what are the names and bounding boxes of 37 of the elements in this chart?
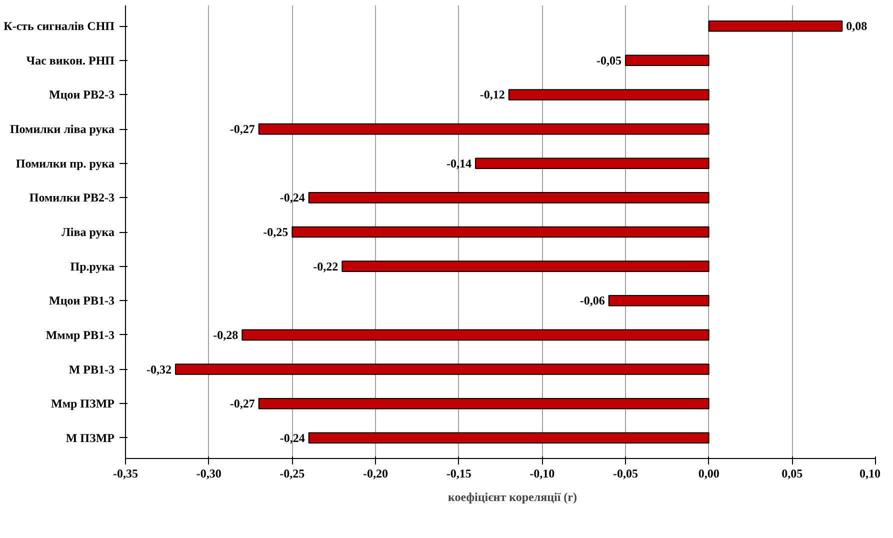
y-tick-label: Ліва рука xyxy=(61,225,115,239)
data-label: -0,06 xyxy=(580,294,605,308)
x-tick-label: 0,10 xyxy=(860,466,880,480)
x-tick-label: 0,00 xyxy=(698,466,720,480)
data-label: -0,22 xyxy=(313,259,338,274)
data-label: -0,14 xyxy=(446,156,472,170)
y-tick-label: Помилки ліва рука xyxy=(10,122,115,136)
y-tick-label: Мммр РВ1-3 xyxy=(46,328,115,342)
y-tick-label: М ПЗМР xyxy=(66,430,115,445)
x-tick-label: -0,20 xyxy=(363,466,388,480)
y-tick-label: Мцои РВ1-3 xyxy=(49,294,114,308)
y-tick-label: Ммр ПЗМР xyxy=(51,396,114,411)
x-tick-label: -0,05 xyxy=(613,466,638,480)
y-tick-label: Мцои РВ2-3 xyxy=(49,88,114,102)
y-tick-label: Пр.рука xyxy=(70,259,115,274)
data-label: -0,32 xyxy=(146,362,172,376)
data-label: -0,24 xyxy=(280,430,305,445)
data-label: -0,27 xyxy=(230,396,255,411)
data-label: 0,08 xyxy=(846,19,868,34)
x-tick-label: -0,25 xyxy=(280,466,305,480)
y-tick-label: Помилки РВ2-3 xyxy=(29,190,115,205)
data-label: -0,05 xyxy=(596,53,622,68)
x-tick-label: 0,05 xyxy=(782,466,803,480)
x-tick-label: -0,10 xyxy=(530,466,555,480)
data-label: -0,27 xyxy=(230,122,255,136)
data-label: -0,24 xyxy=(280,190,305,205)
data-label: -0,12 xyxy=(480,88,505,102)
data-label: -0,25 xyxy=(263,225,288,239)
x-tick-label: -0,35 xyxy=(113,466,138,480)
y-tick-label: К-сть сигналів СНП xyxy=(4,19,116,34)
x-tick-label: -0,30 xyxy=(196,466,222,480)
y-tick-label: Помилки пр. рука xyxy=(16,156,115,170)
x-tick-label: -0,15 xyxy=(446,466,472,480)
text: коефіцієнт кореляції (r) xyxy=(448,490,577,504)
y-tick-label: М РВ1-3 xyxy=(68,362,114,376)
data-label: -0,28 xyxy=(213,328,238,342)
y-tick-label: Час викон. РНП xyxy=(26,53,116,68)
